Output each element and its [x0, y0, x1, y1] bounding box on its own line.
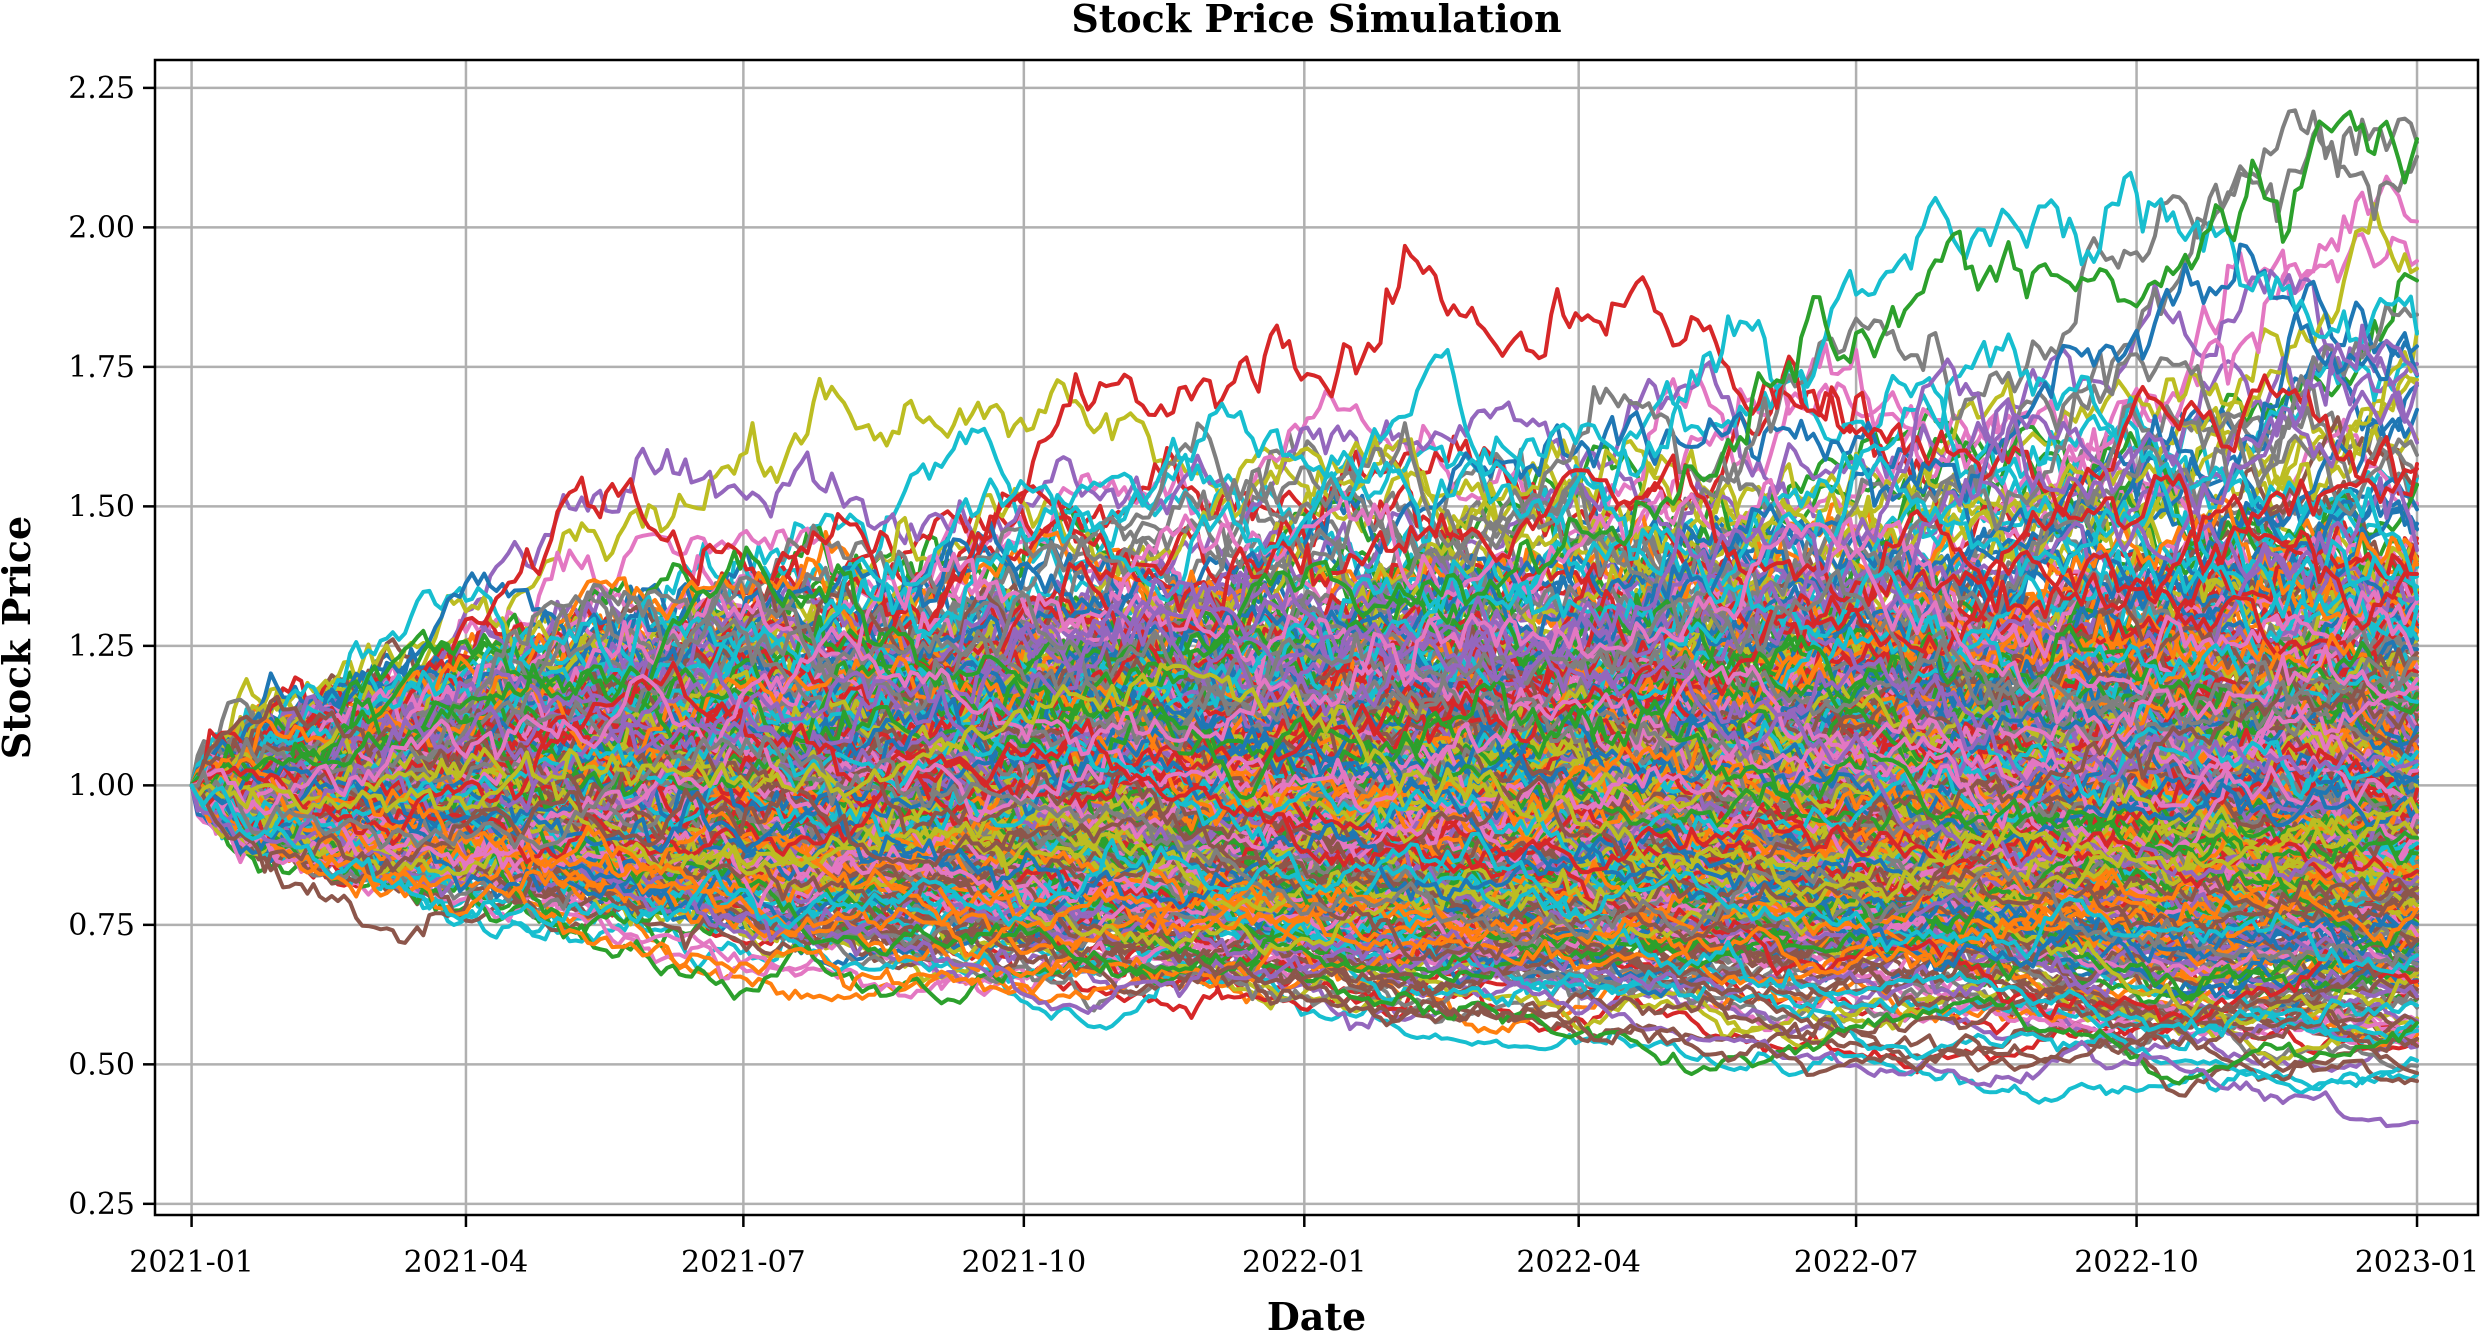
price-path-line: [189, 545, 2419, 872]
x-axis-title: Date: [1267, 1294, 1366, 1339]
price-path-line: [189, 783, 2419, 975]
price-path-line: [189, 568, 2419, 799]
y-tick-label: 1.75: [68, 350, 135, 385]
price-path-line: [189, 466, 2419, 865]
y-tick-label: 1.50: [68, 489, 135, 524]
price-path-line: [189, 509, 2419, 821]
x-tick-label: 2021-01: [129, 1245, 254, 1280]
price-path-line: [189, 342, 2419, 788]
price-path-line: [189, 734, 2419, 968]
x-tick-label: 2021-10: [962, 1245, 1087, 1280]
price-path-line: [189, 662, 2419, 904]
plot-frame: [153, 58, 2480, 1217]
y-tick-label: 0.75: [68, 908, 135, 943]
price-path-line: [189, 399, 2419, 793]
price-path-line: [189, 323, 2419, 818]
price-path-line: [189, 661, 2419, 892]
x-tick-label: 2022-01: [1242, 1245, 1367, 1280]
x-tick-label: 2022-04: [1516, 1245, 1641, 1280]
y-tick-label: 0.50: [68, 1047, 135, 1082]
price-path-line: [189, 302, 2419, 788]
price-path-line: [189, 599, 2419, 895]
y-tick-label: 2.00: [68, 210, 135, 245]
x-tick-label: 2023-01: [2355, 1245, 2480, 1280]
price-path-line: [189, 697, 2419, 973]
price-path-line: [189, 718, 2419, 1025]
price-path-line: [189, 726, 2419, 1038]
x-tick-label: 2021-07: [681, 1245, 806, 1280]
axis-ticks: 2021-01 2021-04 2021-07 2021-10 2022-01 2022-…: [68, 71, 2479, 1280]
x-tick-label: 2021-04: [404, 1245, 529, 1280]
price-path-line: [189, 756, 2419, 945]
price-path-line: [189, 655, 2419, 894]
x-tick-label: 2022-10: [2074, 1245, 2199, 1280]
price-path-line: [189, 747, 2419, 956]
y-axis-title: Stock Price: [0, 516, 39, 759]
price-path-line: [189, 757, 2419, 982]
price-path-line: [189, 170, 2419, 788]
x-tick-label: 2022-07: [1794, 1245, 1919, 1280]
chart-title: Stock Price Simulation: [1071, 0, 1561, 41]
y-tick-label: 0.25: [68, 1187, 135, 1222]
price-path-line: [189, 783, 2419, 1029]
series-lines: [189, 108, 2419, 1129]
price-path-line: [189, 269, 2419, 788]
y-tick-label: 1.00: [68, 768, 135, 803]
y-tick-label: 1.25: [68, 629, 135, 664]
y-tick-label: 2.25: [68, 71, 135, 106]
price-path-line: [189, 516, 2419, 816]
price-path-line: [189, 701, 2419, 998]
